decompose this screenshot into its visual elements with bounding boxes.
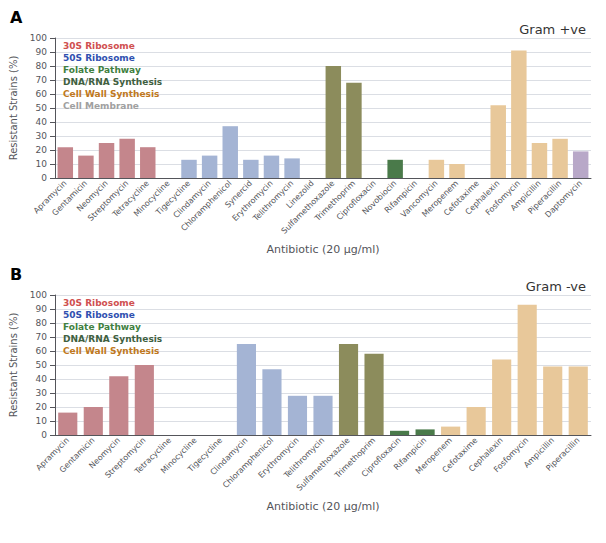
svg-text:40: 40 — [36, 117, 48, 127]
svg-text:Streptomycin: Streptomycin — [103, 435, 148, 480]
svg-text:Erythromycin: Erythromycin — [230, 178, 275, 223]
svg-text:DNA/RNA Synthesis: DNA/RNA Synthesis — [63, 77, 162, 87]
svg-text:Piperacillin: Piperacillin — [526, 178, 564, 216]
svg-text:Apramycin: Apramycin — [34, 435, 71, 473]
svg-text:Antibiotic (20 µg/ml): Antibiotic (20 µg/ml) — [266, 500, 379, 513]
svg-text:Rifampicin: Rifampicin — [382, 178, 419, 215]
svg-text:Telithromycin: Telithromycin — [282, 435, 327, 480]
svg-text:Ciprofloxacin: Ciprofloxacin — [360, 436, 403, 479]
svg-text:Linezolid: Linezolid — [284, 178, 316, 211]
svg-text:Daptomycin: Daptomycin — [543, 179, 584, 220]
svg-text:Folate Pathway: Folate Pathway — [63, 322, 141, 332]
svg-text:30S Ribosome: 30S Ribosome — [63, 41, 135, 51]
svg-text:70: 70 — [36, 75, 48, 85]
svg-text:Telithromycin: Telithromycin — [251, 178, 296, 223]
svg-text:Sulfamethoxazole: Sulfamethoxazole — [294, 435, 352, 493]
svg-text:Folate Pathway: Folate Pathway — [63, 65, 141, 75]
svg-text:20: 20 — [36, 402, 48, 412]
svg-text:50S Ribosome: 50S Ribosome — [63, 53, 135, 63]
svg-text:Cell Wall Synthesis: Cell Wall Synthesis — [63, 89, 159, 99]
svg-text:Ciprofloxacin: Ciprofloxacin — [334, 178, 378, 222]
svg-text:20: 20 — [36, 145, 48, 155]
svg-text:60: 60 — [36, 346, 48, 356]
svg-text:Gentamicin: Gentamicin — [50, 178, 90, 218]
svg-text:Vancomycin: Vancomycin — [399, 178, 440, 220]
svg-text:Cephalexin: Cephalexin — [463, 178, 502, 217]
svg-text:Novobiocin: Novobiocin — [360, 178, 399, 217]
svg-text:Tetracycline: Tetracycline — [133, 435, 173, 476]
svg-text:Gram +ve: Gram +ve — [519, 22, 586, 37]
svg-text:Sulfamethoxazole: Sulfamethoxazole — [279, 178, 337, 236]
svg-text:Minocycline: Minocycline — [159, 435, 199, 476]
svg-text:Tigecycline: Tigecycline — [154, 178, 193, 217]
svg-text:Tetracycline: Tetracycline — [110, 178, 151, 219]
svg-text:80: 80 — [36, 318, 48, 328]
svg-text:Gentamicin: Gentamicin — [58, 436, 97, 475]
svg-text:Piperacillin: Piperacillin — [544, 436, 581, 473]
svg-text:Resistant Strains (%): Resistant Strains (%) — [8, 313, 19, 418]
svg-text:Minocycline: Minocycline — [132, 178, 172, 219]
svg-text:70: 70 — [36, 332, 48, 342]
svg-text:100: 100 — [30, 33, 47, 43]
svg-text:Cefotaxime: Cefotaxime — [440, 435, 480, 475]
svg-text:Trimethoprim: Trimethoprim — [333, 435, 378, 480]
svg-text:DNA/RNA Synthesis: DNA/RNA Synthesis — [63, 334, 162, 344]
svg-text:A: A — [10, 8, 23, 27]
svg-text:50: 50 — [36, 103, 48, 113]
svg-text:10: 10 — [36, 159, 48, 169]
svg-text:Erythromycin: Erythromycin — [256, 435, 301, 480]
svg-text:Synercid: Synercid — [223, 178, 254, 210]
svg-text:Tigecycline: Tigecycline — [186, 435, 225, 474]
svg-text:50: 50 — [36, 360, 48, 370]
svg-text:100: 100 — [30, 290, 47, 300]
svg-text:Antibiotic (20 µg/ml): Antibiotic (20 µg/ml) — [266, 243, 379, 256]
svg-text:Neomycin: Neomycin — [75, 178, 110, 214]
svg-text:10: 10 — [36, 416, 48, 426]
svg-text:Chloramphenicol: Chloramphenicol — [221, 435, 276, 490]
svg-text:Resistant Strains (%): Resistant Strains (%) — [8, 56, 19, 161]
svg-text:Rifampicin: Rifampicin — [392, 435, 429, 472]
svg-text:Fosfomycin: Fosfomycin — [483, 178, 522, 218]
svg-text:Cell Membrane: Cell Membrane — [63, 101, 139, 111]
svg-text:Ampicillin: Ampicillin — [522, 435, 556, 470]
svg-text:50S Ribosome: 50S Ribosome — [63, 310, 135, 320]
svg-text:30S Ribosome: 30S Ribosome — [63, 298, 135, 308]
svg-text:90: 90 — [36, 304, 48, 314]
svg-text:Cell Wall Synthesis: Cell Wall Synthesis — [63, 346, 159, 356]
svg-text:Ampicillin: Ampicillin — [508, 178, 543, 213]
svg-text:Clindamycin: Clindamycin — [171, 178, 213, 220]
svg-text:Gram -ve: Gram -ve — [526, 279, 586, 294]
svg-text:Meropenem: Meropenem — [420, 178, 461, 219]
svg-text:Cefotaxime: Cefotaxime — [442, 178, 481, 218]
svg-text:Cephalexin: Cephalexin — [467, 435, 505, 474]
svg-text:90: 90 — [36, 47, 48, 57]
svg-text:Neomycin: Neomycin — [87, 435, 122, 471]
svg-text:Fosfomycin: Fosfomycin — [492, 436, 530, 474]
svg-text:Streptomycin: Streptomycin — [86, 178, 131, 223]
svg-text:60: 60 — [36, 89, 48, 99]
svg-text:Clindamycin: Clindamycin — [208, 435, 250, 477]
svg-text:Trimethoprim: Trimethoprim — [313, 178, 358, 223]
svg-text:30: 30 — [36, 388, 48, 398]
svg-text:40: 40 — [36, 374, 48, 384]
svg-text:B: B — [10, 265, 22, 284]
svg-text:Chloramphenicol: Chloramphenicol — [179, 178, 234, 233]
svg-text:Meropenem: Meropenem — [413, 435, 454, 476]
svg-text:Apramycin: Apramycin — [31, 178, 69, 216]
svg-text:0: 0 — [41, 430, 47, 440]
svg-text:0: 0 — [41, 173, 47, 183]
svg-text:30: 30 — [36, 131, 48, 141]
svg-text:80: 80 — [36, 61, 48, 71]
